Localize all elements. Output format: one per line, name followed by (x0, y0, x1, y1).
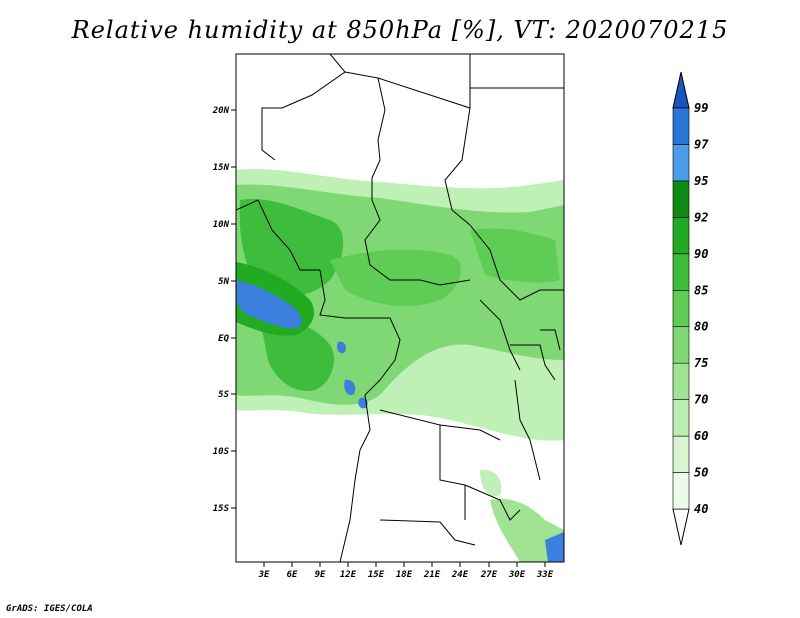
colorbar-segment (672, 144, 690, 182)
lat-label: 15S (213, 504, 230, 514)
lat-label: 5S (218, 390, 229, 400)
lon-label: 3E (258, 570, 270, 580)
colorbar-label: 95 (694, 174, 708, 188)
map-frame (235, 53, 565, 563)
lon-label: 18E (396, 570, 413, 580)
colorbar-segment (672, 399, 690, 437)
lat-label: 15N (213, 163, 230, 173)
colorbar: 40 50 60 70 75 80 85 90 92 95 97 99 (672, 71, 709, 546)
lon-label: 9E (315, 570, 326, 580)
colorbar-label: 50 (694, 466, 708, 480)
colorbar-label: 70 (694, 393, 708, 407)
latitude-axis: 20N 15N 10N 5N EQ 5S 10S 15S (212, 106, 236, 514)
lon-label: 15E (368, 570, 385, 580)
lat-label: EQ (218, 334, 229, 344)
colorbar-segment (672, 253, 690, 291)
colorbar-segment (672, 472, 690, 510)
lon-label: 33E (536, 570, 554, 580)
colorbar-segment (672, 435, 690, 473)
colorbar-label: 75 (694, 356, 708, 370)
colorbar-label: 99 (694, 101, 708, 115)
lon-label: 21E (423, 570, 441, 580)
lon-label: 24E (451, 570, 469, 580)
colorbar-label: 97 (694, 137, 709, 151)
colorbar-label: 40 (694, 502, 708, 516)
longitude-axis: 3E 6E 9E 12E 15E 18E 21E 24E 27E 30E 33E (258, 562, 554, 580)
lat-label: 5N (218, 277, 229, 287)
country-borders (236, 54, 564, 562)
colorbar-label: 80 (694, 320, 708, 334)
colorbar-label: 85 (694, 283, 708, 297)
colorbar-label: 60 (694, 429, 708, 443)
lat-label: 10N (213, 220, 230, 230)
colorbar-label: 92 (694, 210, 708, 224)
lon-label: 6E (287, 570, 298, 580)
lat-label: 20N (212, 106, 230, 116)
colorbar-segment (672, 362, 690, 400)
colorbar-segment (672, 326, 690, 364)
lat-label: 10S (213, 447, 230, 457)
lon-label: 30E (508, 570, 526, 580)
credit-label: GrADS: IGES/COLA (6, 604, 93, 614)
colorbar-arrow-low (672, 508, 690, 546)
colorbar-segment (672, 217, 690, 255)
colorbar-segment (672, 107, 690, 145)
colorbar-segment (672, 180, 690, 218)
colorbar-arrow-high (672, 71, 690, 109)
colorbar-segment (672, 289, 690, 328)
lon-label: 27E (480, 570, 498, 580)
map-title: Relative humidity at 850hPa [%], VT: 202… (71, 16, 729, 44)
lon-label: 12E (340, 570, 357, 580)
colorbar-label: 90 (694, 247, 708, 261)
